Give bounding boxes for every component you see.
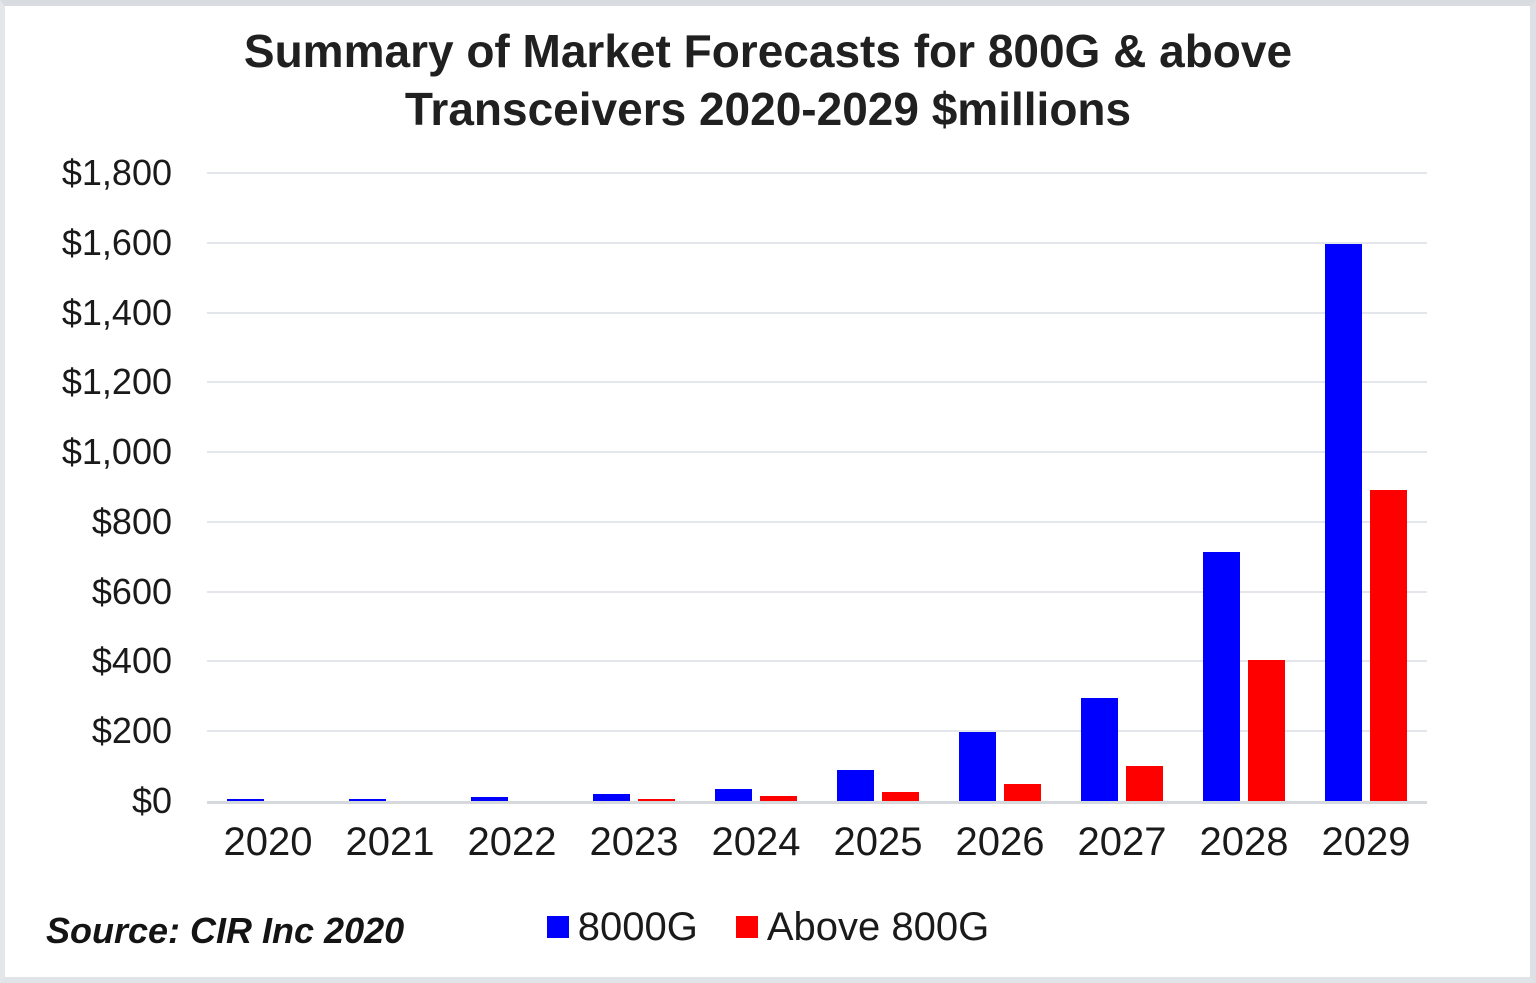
x-axis-label: 2029 — [1321, 820, 1411, 864]
bar-8000g-2027 — [1081, 698, 1118, 801]
bar-8000g-2021 — [349, 798, 386, 801]
legend: 8000G Above 800G — [0, 904, 1536, 950]
chart-title-line1: Summary of Market Forecasts for 800G & a… — [243, 25, 1293, 77]
y-axis-label: $800 — [91, 500, 172, 542]
bar-8000g-2020 — [227, 798, 264, 801]
y-axis-label: $1,600 — [61, 221, 172, 263]
gridline — [207, 241, 1427, 244]
gridline — [207, 172, 1427, 174]
gridline — [207, 730, 1427, 733]
chart-title-line2: Transceivers 2020-2029 $millions — [404, 83, 1132, 135]
gridline — [207, 311, 1427, 314]
x-axis-label: 2026 — [955, 820, 1045, 864]
bar-above-800g-2026 — [1004, 784, 1041, 801]
bar-8000g-2024 — [715, 788, 752, 801]
legend-label-above-800g: Above 800G — [766, 905, 990, 949]
bar-above-800g-2023 — [638, 798, 675, 801]
legend-swatch-blue-icon — [546, 916, 569, 938]
bar-8000g-2029 — [1325, 243, 1362, 801]
bar-above-800g-2027 — [1126, 766, 1163, 801]
bar-8000g-2025 — [837, 770, 874, 801]
legend-label-8000g: 8000G — [577, 905, 698, 949]
bar-above-800g-2024 — [760, 796, 797, 801]
gridline — [207, 451, 1427, 454]
x-axis-label: 2027 — [1077, 820, 1167, 864]
source-note: Source: CIR Inc 2020 — [46, 910, 405, 951]
x-axis-label: 2021 — [345, 820, 435, 864]
gridline — [207, 520, 1427, 523]
bar-8000g-2028 — [1203, 551, 1240, 801]
legend-item-8000g: 8000G — [546, 904, 698, 950]
bar-8000g-2026 — [959, 731, 996, 801]
x-axis-label: 2020 — [223, 820, 313, 864]
y-axis-label: $1,800 — [61, 152, 172, 193]
y-axis-label: $1,000 — [61, 431, 172, 473]
y-axis-label: $200 — [91, 710, 172, 752]
gridline — [207, 590, 1427, 593]
y-axis-label: $400 — [91, 640, 172, 682]
x-axis-label: 2028 — [1199, 820, 1289, 864]
bar-8000g-2022 — [471, 796, 508, 801]
bar-8000g-2023 — [593, 794, 630, 801]
y-axis-label: $600 — [91, 570, 172, 612]
x-axis-label: 2023 — [589, 820, 679, 864]
chart-title: Summary of Market Forecasts for 800G & a… — [0, 22, 1536, 138]
gridline — [207, 660, 1427, 663]
y-axis-label: $1,200 — [61, 361, 172, 403]
y-axis-label: $1,400 — [61, 291, 172, 333]
bar-above-800g-2029 — [1370, 490, 1407, 801]
y-axis-label: $0 — [131, 780, 172, 821]
x-axis-label: 2024 — [711, 820, 801, 864]
x-axis-label: 2025 — [833, 820, 923, 864]
gridline — [207, 381, 1427, 384]
bar-above-800g-2025 — [882, 791, 919, 801]
bar-above-800g-2028 — [1248, 659, 1285, 801]
legend-swatch-red-icon — [735, 916, 758, 938]
x-axis-line — [207, 801, 1427, 804]
x-axis-label: 2022 — [467, 820, 557, 864]
legend-item-above-800g: Above 800G — [735, 904, 990, 950]
